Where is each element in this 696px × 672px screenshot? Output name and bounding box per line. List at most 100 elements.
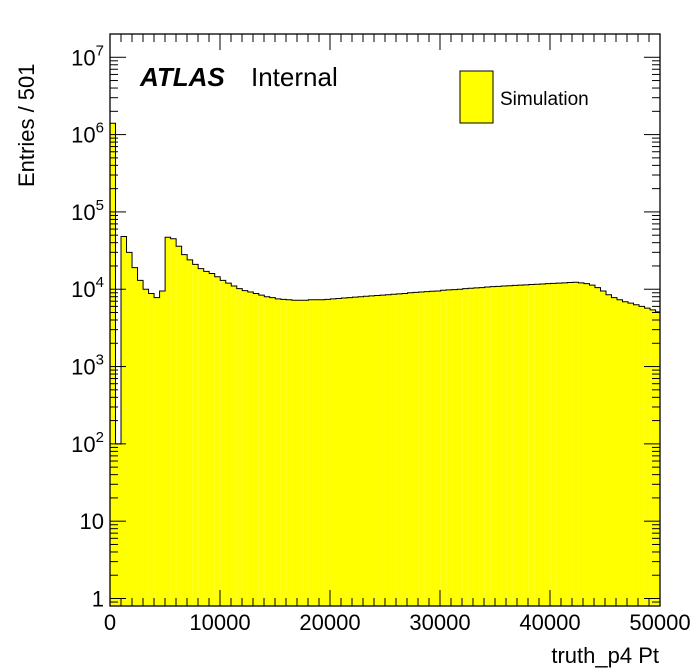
histogram-bin — [126, 252, 133, 606]
histogram-bin — [484, 286, 491, 606]
histogram-bin — [247, 292, 254, 606]
y-tick-label: 1 — [92, 587, 104, 612]
histogram-bin — [374, 295, 381, 606]
y-axis-label: Entries / 501 — [14, 63, 39, 187]
histogram-bin — [297, 300, 303, 606]
histogram-bin — [457, 289, 463, 606]
histogram-bin — [236, 288, 243, 606]
histogram-bin — [600, 290, 606, 606]
histogram-bin — [137, 280, 144, 606]
y-tick-label: 107 — [71, 42, 104, 70]
histogram-bin — [209, 273, 215, 606]
histogram-bars — [109, 122, 660, 607]
histogram-bin — [572, 282, 579, 606]
y-tick-label: 106 — [71, 120, 104, 148]
histogram-bin — [545, 283, 551, 606]
x-tick-label: 10000 — [189, 610, 250, 635]
histogram-bin — [462, 288, 469, 606]
histogram-bin — [346, 297, 353, 606]
histogram-bin — [605, 294, 612, 606]
legend-label: Simulation — [500, 89, 589, 110]
histogram-bin — [335, 298, 342, 606]
x-tick-label: 40000 — [519, 610, 580, 635]
histogram-bin — [429, 291, 436, 606]
histogram-bin — [479, 287, 485, 606]
histogram-bin — [187, 259, 193, 606]
histogram-bin — [440, 290, 447, 606]
histogram-bin — [534, 284, 540, 606]
histogram-bin — [567, 282, 573, 606]
histogram-bin — [192, 264, 199, 606]
histogram-bin — [110, 123, 116, 607]
x-tick-label: 0 — [104, 610, 116, 635]
histogram-bin — [655, 311, 660, 606]
histogram-bin — [148, 293, 155, 606]
histogram-bin — [115, 443, 122, 606]
y-tick-label: 104 — [71, 274, 104, 302]
histogram-bin — [517, 285, 524, 606]
histogram-bin — [380, 295, 386, 606]
x-tick-label: 30000 — [409, 610, 470, 635]
histogram-bin — [628, 303, 634, 606]
histogram-bin — [391, 294, 397, 606]
y-tick-label: 10 — [80, 509, 104, 534]
histogram-bin — [622, 301, 629, 606]
histogram-bin — [594, 287, 601, 606]
x-tick-labels: 0 10000 20000 30000 40000 50000 — [104, 610, 691, 635]
histogram-bin — [154, 297, 160, 606]
histogram-bin — [203, 271, 210, 606]
histogram-bin — [639, 306, 645, 606]
histogram-bin — [170, 238, 177, 607]
y-tick-label: 103 — [71, 352, 104, 380]
histogram-bin — [539, 283, 546, 606]
histogram-bin — [302, 300, 309, 606]
x-axis-label: truth_p4 Pt — [551, 643, 659, 668]
y-tick-label: 102 — [71, 429, 104, 457]
legend-swatch — [459, 70, 494, 124]
histogram-bin — [418, 292, 425, 606]
atlas-label: ATLAS — [139, 62, 225, 92]
histogram-bin — [132, 267, 138, 606]
histogram-bin — [561, 282, 568, 606]
histogram-bin — [407, 292, 414, 606]
y-tick-label: 105 — [71, 197, 104, 225]
histogram-bin — [396, 293, 403, 606]
histogram-bin — [644, 308, 651, 606]
histogram-bin — [258, 295, 265, 606]
histogram-bin — [363, 296, 370, 606]
histogram-bin — [446, 289, 452, 606]
histogram-bin — [242, 290, 248, 606]
histogram-bin — [369, 295, 375, 606]
histogram-bin — [506, 285, 513, 606]
histogram-bin — [352, 297, 358, 606]
histogram-bin — [275, 298, 281, 606]
histogram-bin — [550, 283, 557, 606]
histogram-bin — [473, 287, 480, 606]
histogram-bin — [165, 237, 171, 606]
histogram-bin — [617, 299, 623, 606]
histogram-bin — [523, 284, 529, 606]
histogram-bin — [451, 289, 458, 606]
histogram-bin — [512, 285, 518, 606]
histogram-bin — [330, 298, 336, 606]
histogram-bin — [121, 236, 127, 606]
histogram-bin — [424, 291, 430, 606]
histogram-bin — [214, 276, 221, 606]
histogram-bin — [231, 286, 237, 606]
histogram-bin — [269, 297, 276, 606]
x-tick-label: 20000 — [299, 610, 360, 635]
histogram-bin — [501, 286, 507, 606]
axis-ticks — [109, 33, 661, 607]
internal-label: Internal — [251, 62, 338, 92]
histogram-bin — [556, 283, 562, 606]
histogram-bin — [583, 283, 590, 606]
histogram-bin — [291, 300, 298, 606]
histogram-bin — [358, 296, 364, 606]
histogram-bin — [402, 293, 408, 606]
histogram-bin — [589, 285, 595, 606]
histogram-bin — [490, 286, 496, 606]
histogram-bin — [181, 254, 188, 606]
histogram-bin — [468, 288, 474, 606]
